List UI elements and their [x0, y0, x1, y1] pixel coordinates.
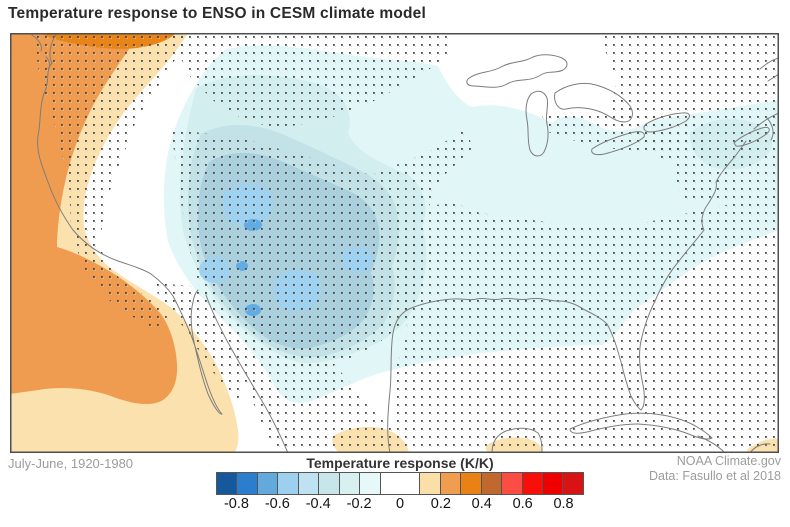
colorbar-tick-label: -0.2: [346, 496, 372, 512]
colorbar-tick-label: 0.2: [430, 496, 451, 512]
colorbar-cell: [480, 473, 502, 494]
colorbar-cell: [521, 473, 543, 494]
colorbar-cell: [217, 473, 237, 494]
credit-provider: NOAA Climate.gov: [676, 454, 781, 468]
colorbar-tick-label: 0: [395, 496, 405, 512]
colorbar-ticks: -0.8 -0.6 -0.4 -0.2 0 0.2 0.4 0.6 0.8: [216, 495, 584, 513]
colorbar-cell: [359, 473, 380, 494]
coastlines: [31, 33, 779, 453]
colorbar-cell: [419, 473, 440, 494]
colorbar-cell: [542, 473, 563, 494]
credit-block: NOAA Climate.gov Data: Fasullo et al 201…: [649, 454, 781, 484]
colorbar: Temperature response (K/K) -0.8 -0.6 -0.4-…: [216, 455, 584, 513]
contour-map: [10, 33, 779, 453]
credit-source: Data: Fasullo et al 2018: [648, 469, 781, 483]
period-label: July-June, 1920-1980: [8, 456, 134, 471]
colorbar-cell: [277, 473, 298, 494]
colorbar-cell: [379, 473, 420, 494]
map-frame: [10, 33, 779, 453]
colorbar-tick-label: -0.6: [264, 496, 290, 512]
colorbar-tick-label: 0.4: [471, 496, 492, 512]
colorbar-cell: [439, 473, 461, 494]
colorbar-cell: [338, 473, 360, 494]
page-title: Temperature response to ENSO in CESM cli…: [8, 5, 426, 22]
colorbar-cells: [216, 472, 584, 495]
colorbar-tick-label: -0.8: [223, 496, 249, 512]
colorbar-tick-label: -0.4: [305, 496, 331, 512]
colorbar-cell: [562, 473, 583, 494]
colorbar-tick-label: 0.6: [512, 496, 533, 512]
colorbar-cell: [256, 473, 278, 494]
colorbar-tick-label: 0.8: [553, 496, 574, 512]
colorbar-label: Temperature response (K/K): [306, 455, 494, 471]
colorbar-cell: [501, 473, 522, 494]
colorbar-cell: [460, 473, 481, 494]
colorbar-cell: [236, 473, 257, 494]
colorbar-cell: [297, 473, 319, 494]
colorbar-cell: [318, 473, 339, 494]
stipple-overlay: [34, 33, 779, 453]
